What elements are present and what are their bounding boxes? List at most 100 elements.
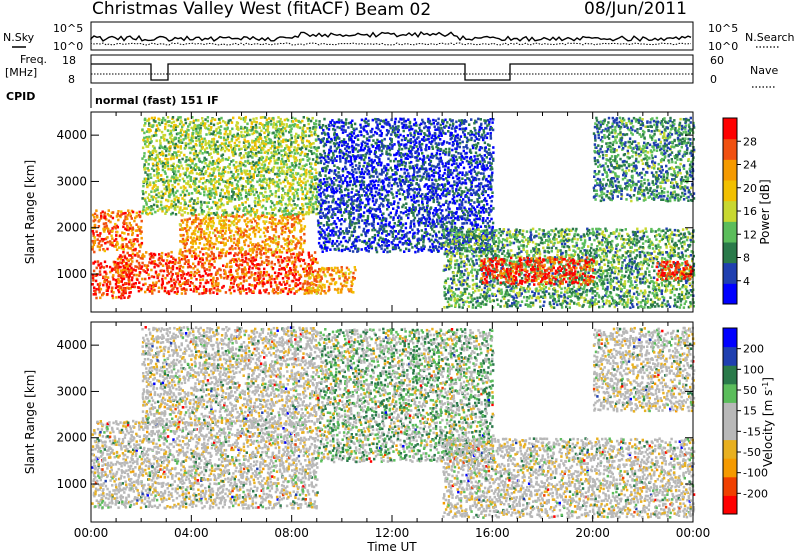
heatmap-cell [186, 220, 189, 223]
heatmap-cell [111, 286, 114, 290]
heatmap-cell [322, 267, 326, 270]
heatmap-cell [172, 157, 175, 160]
heatmap-cell [182, 233, 185, 237]
heatmap-cell [227, 149, 231, 152]
heatmap-cell [224, 215, 228, 219]
heatmap-cell [111, 294, 114, 298]
heatmap-cell [297, 166, 301, 169]
heatmap-cell [340, 140, 343, 143]
heatmap-cell [295, 159, 299, 162]
heatmap-cell [140, 219, 143, 223]
heatmap-cell [264, 290, 267, 294]
heatmap-cell [377, 144, 381, 147]
heatmap-cell [345, 167, 348, 171]
heatmap-cell [390, 175, 393, 179]
heatmap-cell [378, 245, 382, 248]
heatmap-cell [252, 226, 256, 229]
heatmap-cell [150, 212, 154, 216]
heatmap-cell [286, 263, 289, 266]
heatmap-cell [324, 291, 327, 295]
heatmap-cell [336, 266, 339, 270]
heatmap-cell [300, 227, 303, 230]
heatmap-cell [257, 226, 260, 230]
heatmap-cell [247, 276, 251, 280]
heatmap-cell [253, 120, 256, 123]
heatmap-cell [334, 169, 337, 172]
heatmap-cell [333, 183, 336, 186]
heatmap-cell [358, 164, 361, 168]
heatmap-cell [339, 176, 342, 179]
heatmap-cell [195, 172, 199, 175]
heatmap-cell [355, 189, 358, 192]
heatmap-cell [243, 219, 246, 222]
heatmap-cell [143, 163, 146, 166]
heatmap-cell [332, 210, 335, 214]
heatmap-cell [245, 279, 248, 282]
heatmap-cell [337, 236, 340, 239]
heatmap-cell [190, 197, 193, 201]
heatmap-cell [233, 279, 236, 283]
heatmap-cell [126, 217, 129, 221]
heatmap-cell [212, 147, 215, 151]
heatmap-cell [178, 159, 181, 162]
heatmap-cell [320, 277, 323, 280]
heatmap-cell [285, 152, 288, 156]
heatmap-cell [311, 182, 315, 186]
heatmap-cell [187, 129, 190, 132]
heatmap-cell [188, 158, 191, 162]
heatmap-cell [142, 180, 145, 183]
heatmap-cell [201, 146, 204, 149]
heatmap-cell [212, 242, 215, 246]
heatmap-cell [363, 161, 366, 165]
heatmap-cell [149, 211, 152, 215]
heatmap-cell [199, 132, 202, 135]
heatmap-cell [333, 266, 337, 270]
heatmap-cell [202, 122, 205, 125]
heatmap-cell [247, 142, 251, 145]
heatmap-cell [179, 147, 182, 150]
heatmap-cell [314, 133, 318, 137]
heatmap-cell [218, 128, 222, 132]
heatmap-cell [180, 253, 183, 257]
heatmap-cell [315, 155, 318, 159]
heatmap-cell [174, 142, 178, 146]
heatmap-cell [144, 282, 147, 286]
heatmap-cell [246, 161, 250, 165]
heatmap-cell [185, 163, 188, 167]
heatmap-cell [303, 262, 307, 265]
heatmap-cell [179, 206, 182, 209]
heatmap-cell [165, 259, 169, 262]
heatmap-cell [252, 230, 255, 234]
heatmap-cell [116, 212, 119, 216]
heatmap-cell [269, 282, 273, 286]
heatmap-cell [351, 134, 354, 138]
heatmap-cell [171, 265, 175, 268]
heatmap-cell [374, 130, 377, 134]
heatmap-cell [118, 255, 121, 259]
heatmap-cell [380, 125, 384, 128]
heatmap-cell [262, 271, 266, 274]
heatmap-cell [132, 248, 136, 252]
heatmap-cell [218, 178, 221, 181]
heatmap-cell [290, 225, 294, 228]
heatmap-cell [181, 125, 184, 129]
heatmap-cell [347, 192, 350, 195]
heatmap-cell [194, 168, 197, 172]
heatmap-cell [181, 141, 184, 144]
heatmap-cell [237, 192, 240, 195]
heatmap-cell [234, 278, 237, 281]
heatmap-cell [350, 230, 353, 234]
heatmap-cell [202, 230, 206, 233]
heatmap-cell [198, 180, 201, 183]
search-tick-bottom: 10^0 [708, 40, 738, 53]
heatmap-cell [169, 129, 172, 133]
heatmap-cell [247, 220, 250, 224]
heatmap-cell [206, 116, 210, 119]
heatmap-cell [126, 251, 129, 255]
heatmap-cell [179, 131, 182, 134]
heatmap-cell [111, 241, 114, 245]
heatmap-cell [288, 284, 291, 287]
heatmap-cell [310, 152, 314, 156]
heatmap-cell [273, 148, 276, 152]
heatmap-cell [388, 148, 392, 152]
